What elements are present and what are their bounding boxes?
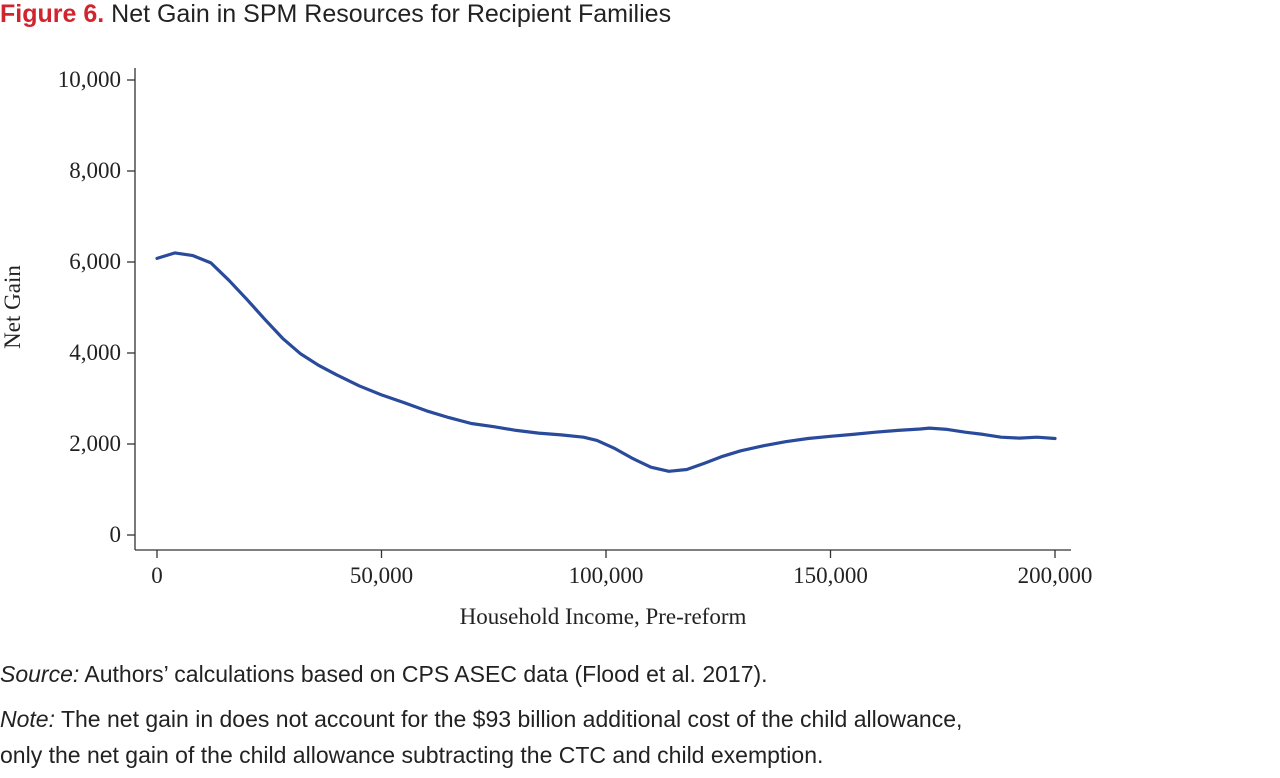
x-tick-label: 200,000 [1018, 563, 1093, 588]
y-tick-label: 0 [110, 522, 122, 547]
x-tick-label: 150,000 [793, 563, 868, 588]
line-chart: 0 2,000 4,000 6,000 8,000 10,000 0 50,000 100,0… [0, 67, 1092, 629]
figure-title-text: Net Gain in SPM Resources for Recipient … [111, 0, 672, 28]
y-tick-label: 8,000 [69, 158, 121, 183]
y-axis-label: Net Gain [0, 265, 25, 349]
note-text: The net gain in does not account for the… [54, 706, 963, 732]
source-text: Authors’ calculations based on CPS ASEC … [79, 661, 768, 687]
source-label: Source: [0, 661, 80, 687]
y-tick-label: 10,000 [58, 67, 121, 92]
figure-title: Figure 6. Net Gain in SPM Resources for … [0, 0, 671, 29]
note-line-2: only the net gain of the child allowance… [0, 738, 823, 772]
series-line [155, 251, 1057, 473]
y-tick-label: 2,000 [69, 431, 121, 456]
x-tick-label: 0 [151, 563, 163, 588]
note-label: Note: [0, 706, 55, 732]
figure-label: Figure 6. [0, 0, 105, 28]
y-axis-ticks: 0 2,000 4,000 6,000 8,000 10,000 [58, 67, 135, 547]
x-axis-label: Household Income, Pre-reform [460, 604, 747, 629]
x-axis-ticks: 0 50,000 100,000 150,000 200,000 [151, 550, 1092, 588]
y-tick-label: 6,000 [69, 249, 121, 274]
series-lines [155, 251, 1057, 473]
chart-axes [134, 68, 1071, 551]
x-tick-label: 50,000 [350, 563, 413, 588]
source-note: Source: Authors’ calculations based on C… [0, 657, 768, 691]
x-tick-label: 100,000 [569, 563, 644, 588]
note-line-1: Note: The net gain in does not account f… [0, 702, 962, 736]
y-tick-label: 4,000 [69, 340, 121, 365]
note-text-2: only the net gain of the child allowance… [0, 742, 824, 768]
